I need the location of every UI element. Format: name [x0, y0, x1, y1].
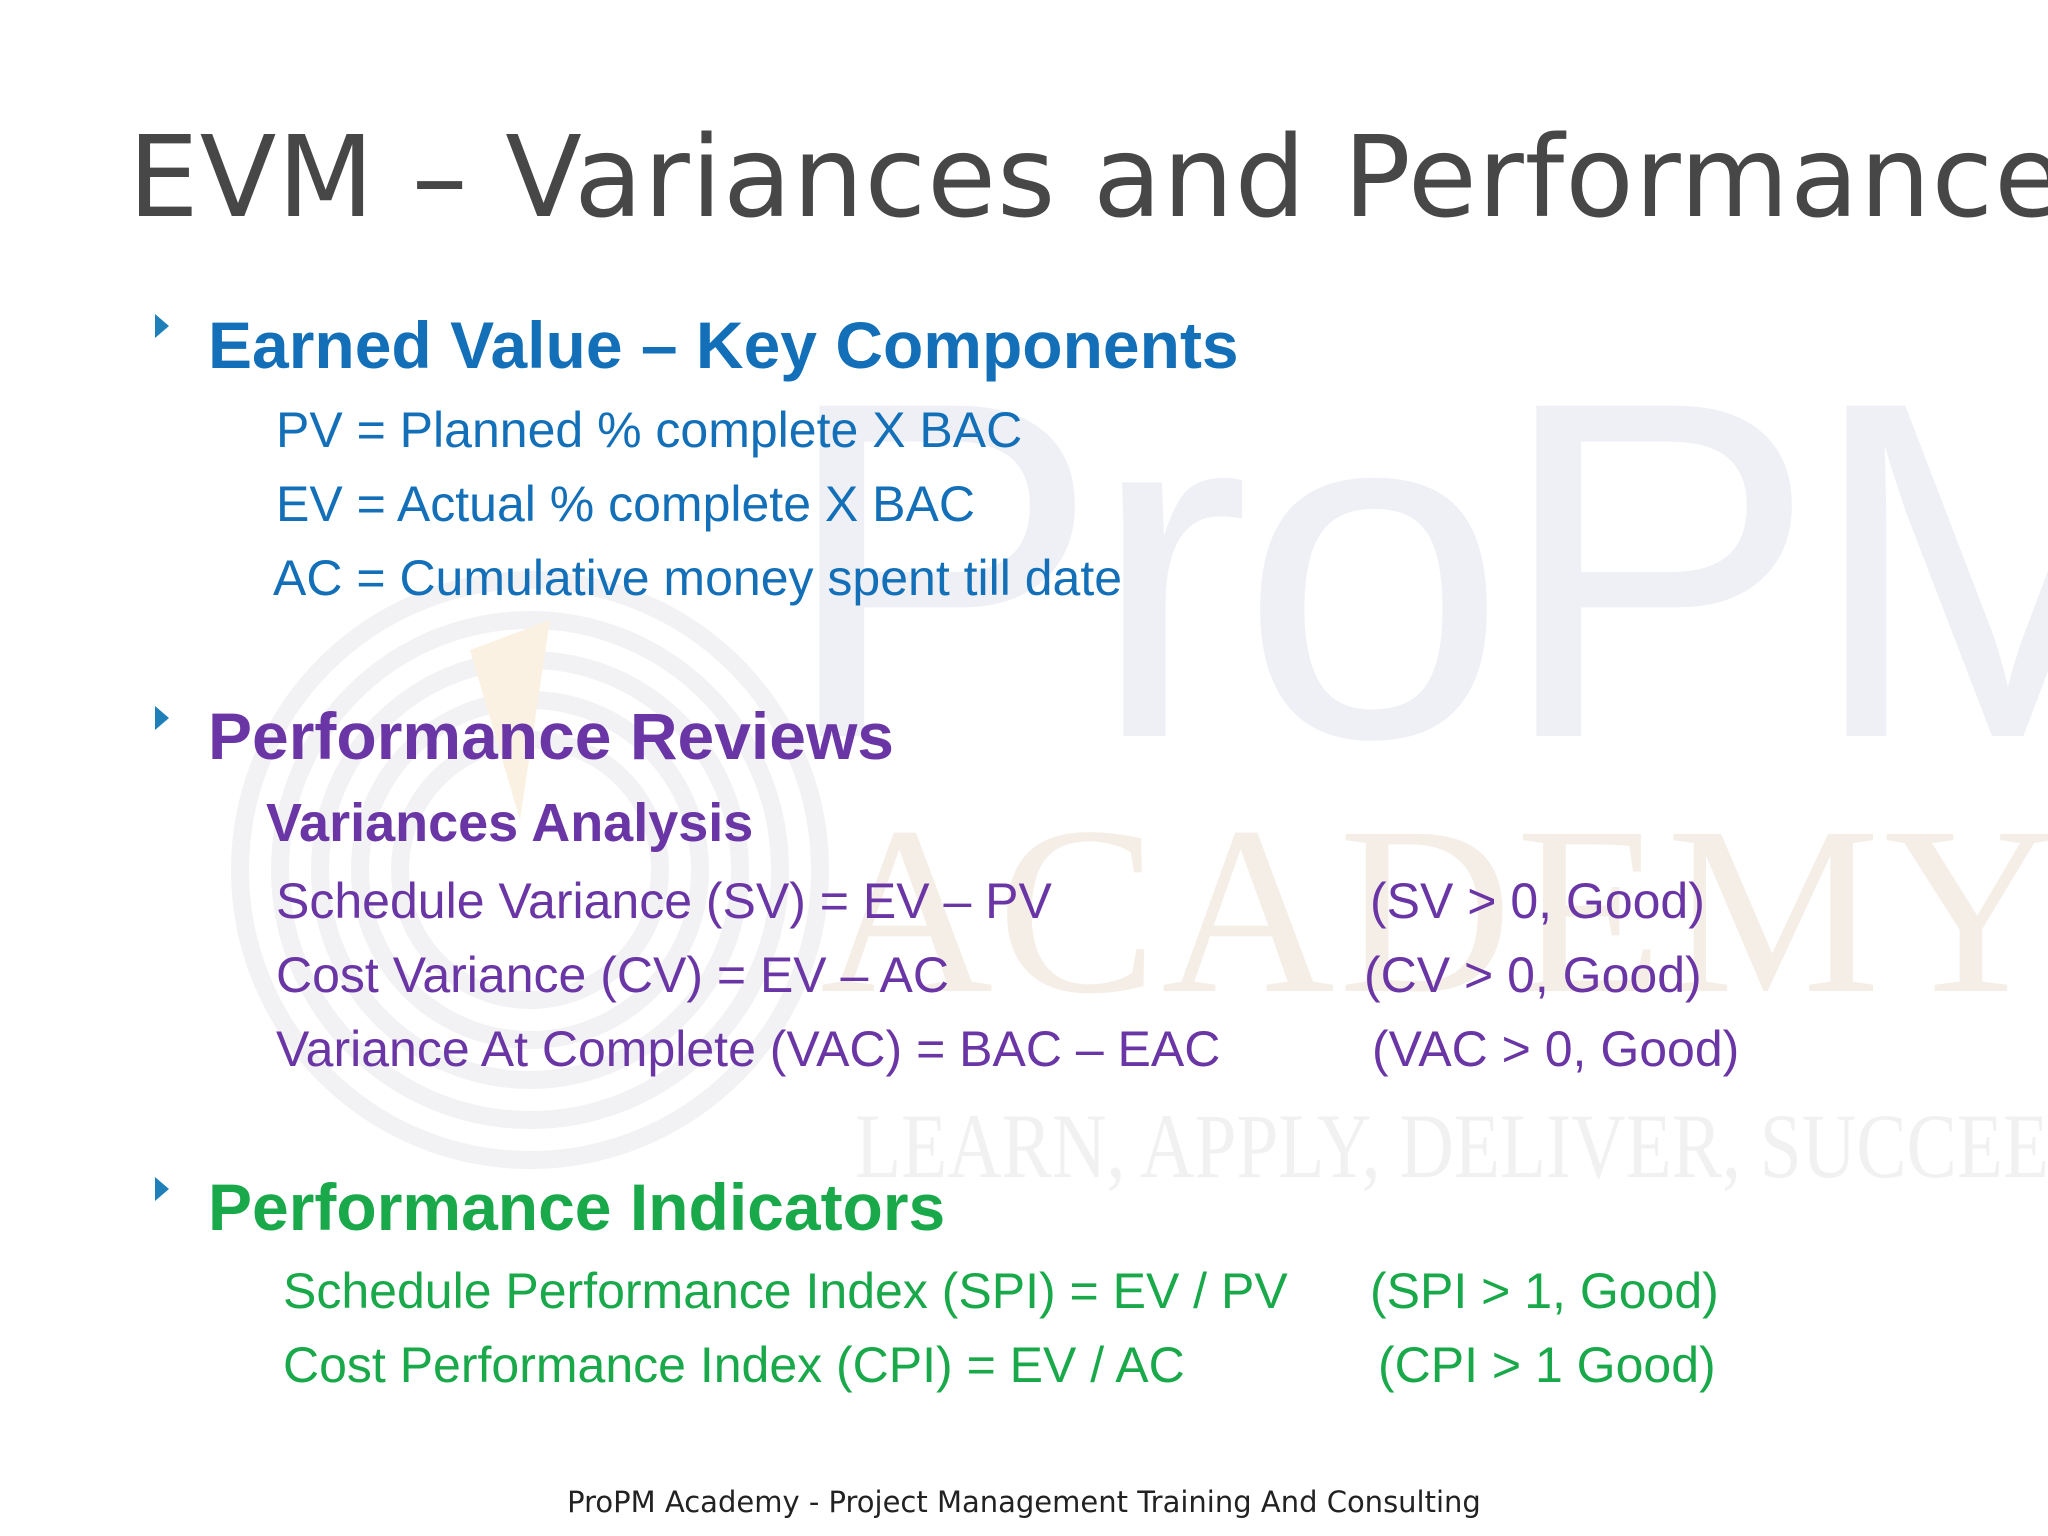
formula-ev: EV = Actual % complete X BAC [276, 476, 975, 532]
condition-vac: (VAC > 0, Good) [1372, 1021, 1740, 1077]
formula-cv: Cost Variance (CV) = EV – AC [276, 947, 949, 1003]
condition-cv: (CV > 0, Good) [1364, 947, 1702, 1003]
condition-cpi: (CPI > 1 Good) [1378, 1337, 1716, 1393]
formula-vac: Variance At Complete (VAC) = BAC – EAC [276, 1021, 1221, 1077]
formula-pv: PV = Planned % complete X BAC [276, 402, 1023, 458]
academy-emblem-icon [231, 571, 829, 1169]
bullet-arrow-icon [155, 706, 169, 730]
bullet-arrow-icon [155, 314, 169, 338]
slide-title: EVM – Variances and Performance [128, 113, 2048, 243]
condition-sv: (SV > 0, Good) [1370, 873, 1705, 929]
formula-cpi: Cost Performance Index (CPI) = EV / AC [283, 1337, 1185, 1393]
condition-spi: (SPI > 1, Good) [1370, 1263, 1719, 1319]
watermark-tagline: LEARN, APPLY, DELIVER, SUCCEED [855, 1095, 2048, 1197]
bullet-arrow-icon [155, 1177, 169, 1201]
section-heading-performance-reviews: Performance Reviews [208, 699, 895, 773]
slide-footer: ProPM Academy - Project Management Train… [567, 1485, 1481, 1519]
section-heading-earned-value: Earned Value – Key Components [208, 308, 1239, 382]
formula-sv: Schedule Variance (SV) = EV – PV [276, 873, 1052, 929]
formula-ac: AC = Cumulative money spent till date [273, 550, 1123, 606]
formula-spi: Schedule Performance Index (SPI) = EV / … [283, 1263, 1288, 1319]
subheading-variances-analysis: Variances Analysis [266, 793, 754, 853]
section-heading-performance-indicators: Performance Indicators [208, 1170, 946, 1244]
